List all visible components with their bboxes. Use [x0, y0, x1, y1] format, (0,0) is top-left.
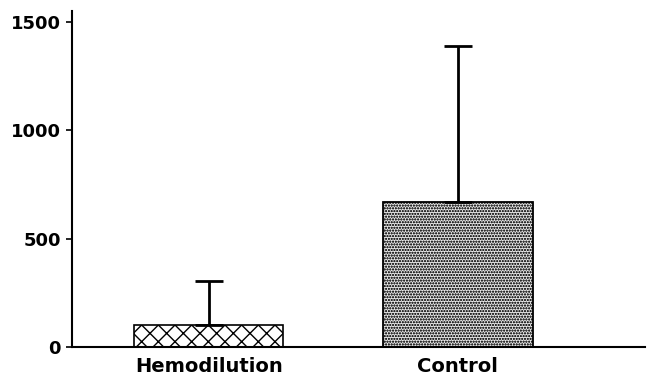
- Bar: [383, 202, 533, 347]
- Bar: [383, 202, 533, 347]
- Bar: [134, 325, 283, 347]
